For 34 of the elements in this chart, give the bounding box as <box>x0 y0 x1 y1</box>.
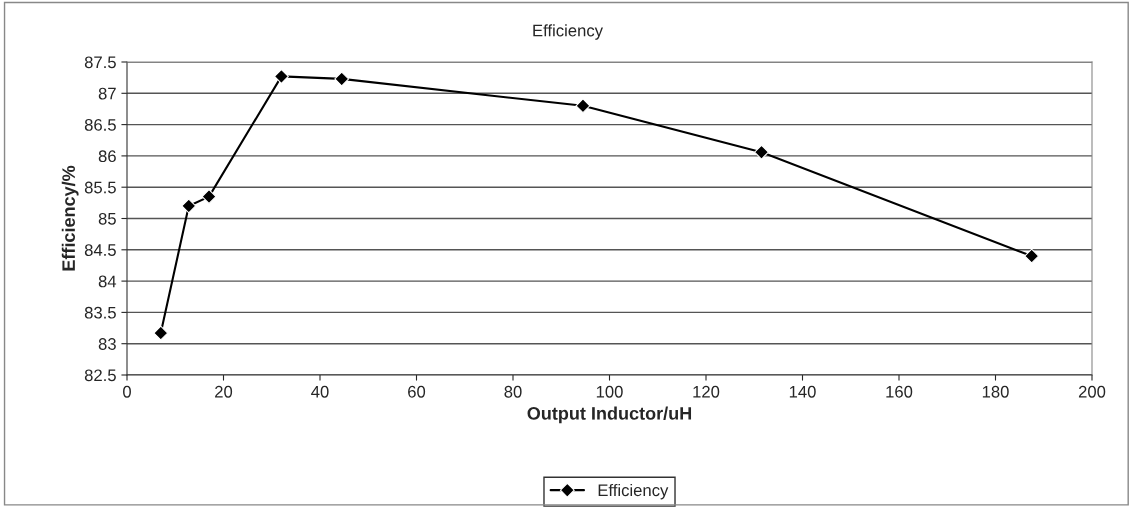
y-tick-label: 85.5 <box>84 181 116 194</box>
chart-title: Efficiency <box>533 24 603 40</box>
point <box>754 144 769 160</box>
x-tick-label: 80 <box>504 385 522 398</box>
x-tick-label: 20 <box>215 385 233 398</box>
x-tick-label: 120 <box>693 385 720 398</box>
x-tick-label: 180 <box>982 385 1009 398</box>
x-tick-label: 0 <box>123 385 131 398</box>
y-tick-label: 84.5 <box>84 244 116 256</box>
y-tick-label: 83 <box>98 338 116 350</box>
legend-label: Efficiency <box>598 483 669 500</box>
point <box>334 71 350 87</box>
point <box>153 325 169 341</box>
point <box>575 98 591 114</box>
y-tick-label: 83.5 <box>84 306 116 319</box>
x-tick-label: 140 <box>789 385 816 398</box>
x-tick-label: 100 <box>596 385 623 398</box>
point <box>201 189 217 204</box>
y-axis-title: Efficiency/% <box>61 165 79 271</box>
y-tick-label: 86 <box>98 150 116 163</box>
y-tick-label: 82.5 <box>84 369 116 382</box>
x-tick-label: 60 <box>408 385 426 398</box>
x-tick-label: 200 <box>1078 385 1106 398</box>
y-tick-label: 86.5 <box>84 119 116 131</box>
y-tick-label: 87.5 <box>84 56 116 69</box>
x-tick-label: 40 <box>311 385 329 398</box>
x-axis-title: Output Inductor/uH <box>527 406 692 424</box>
x-tick-label: 160 <box>886 385 913 398</box>
point <box>1024 248 1040 264</box>
y-tick-label: 87 <box>98 87 116 100</box>
y-tick-label: 85 <box>98 212 116 225</box>
point <box>274 69 289 84</box>
point <box>181 198 197 214</box>
y-tick-label: 84 <box>98 275 117 288</box>
